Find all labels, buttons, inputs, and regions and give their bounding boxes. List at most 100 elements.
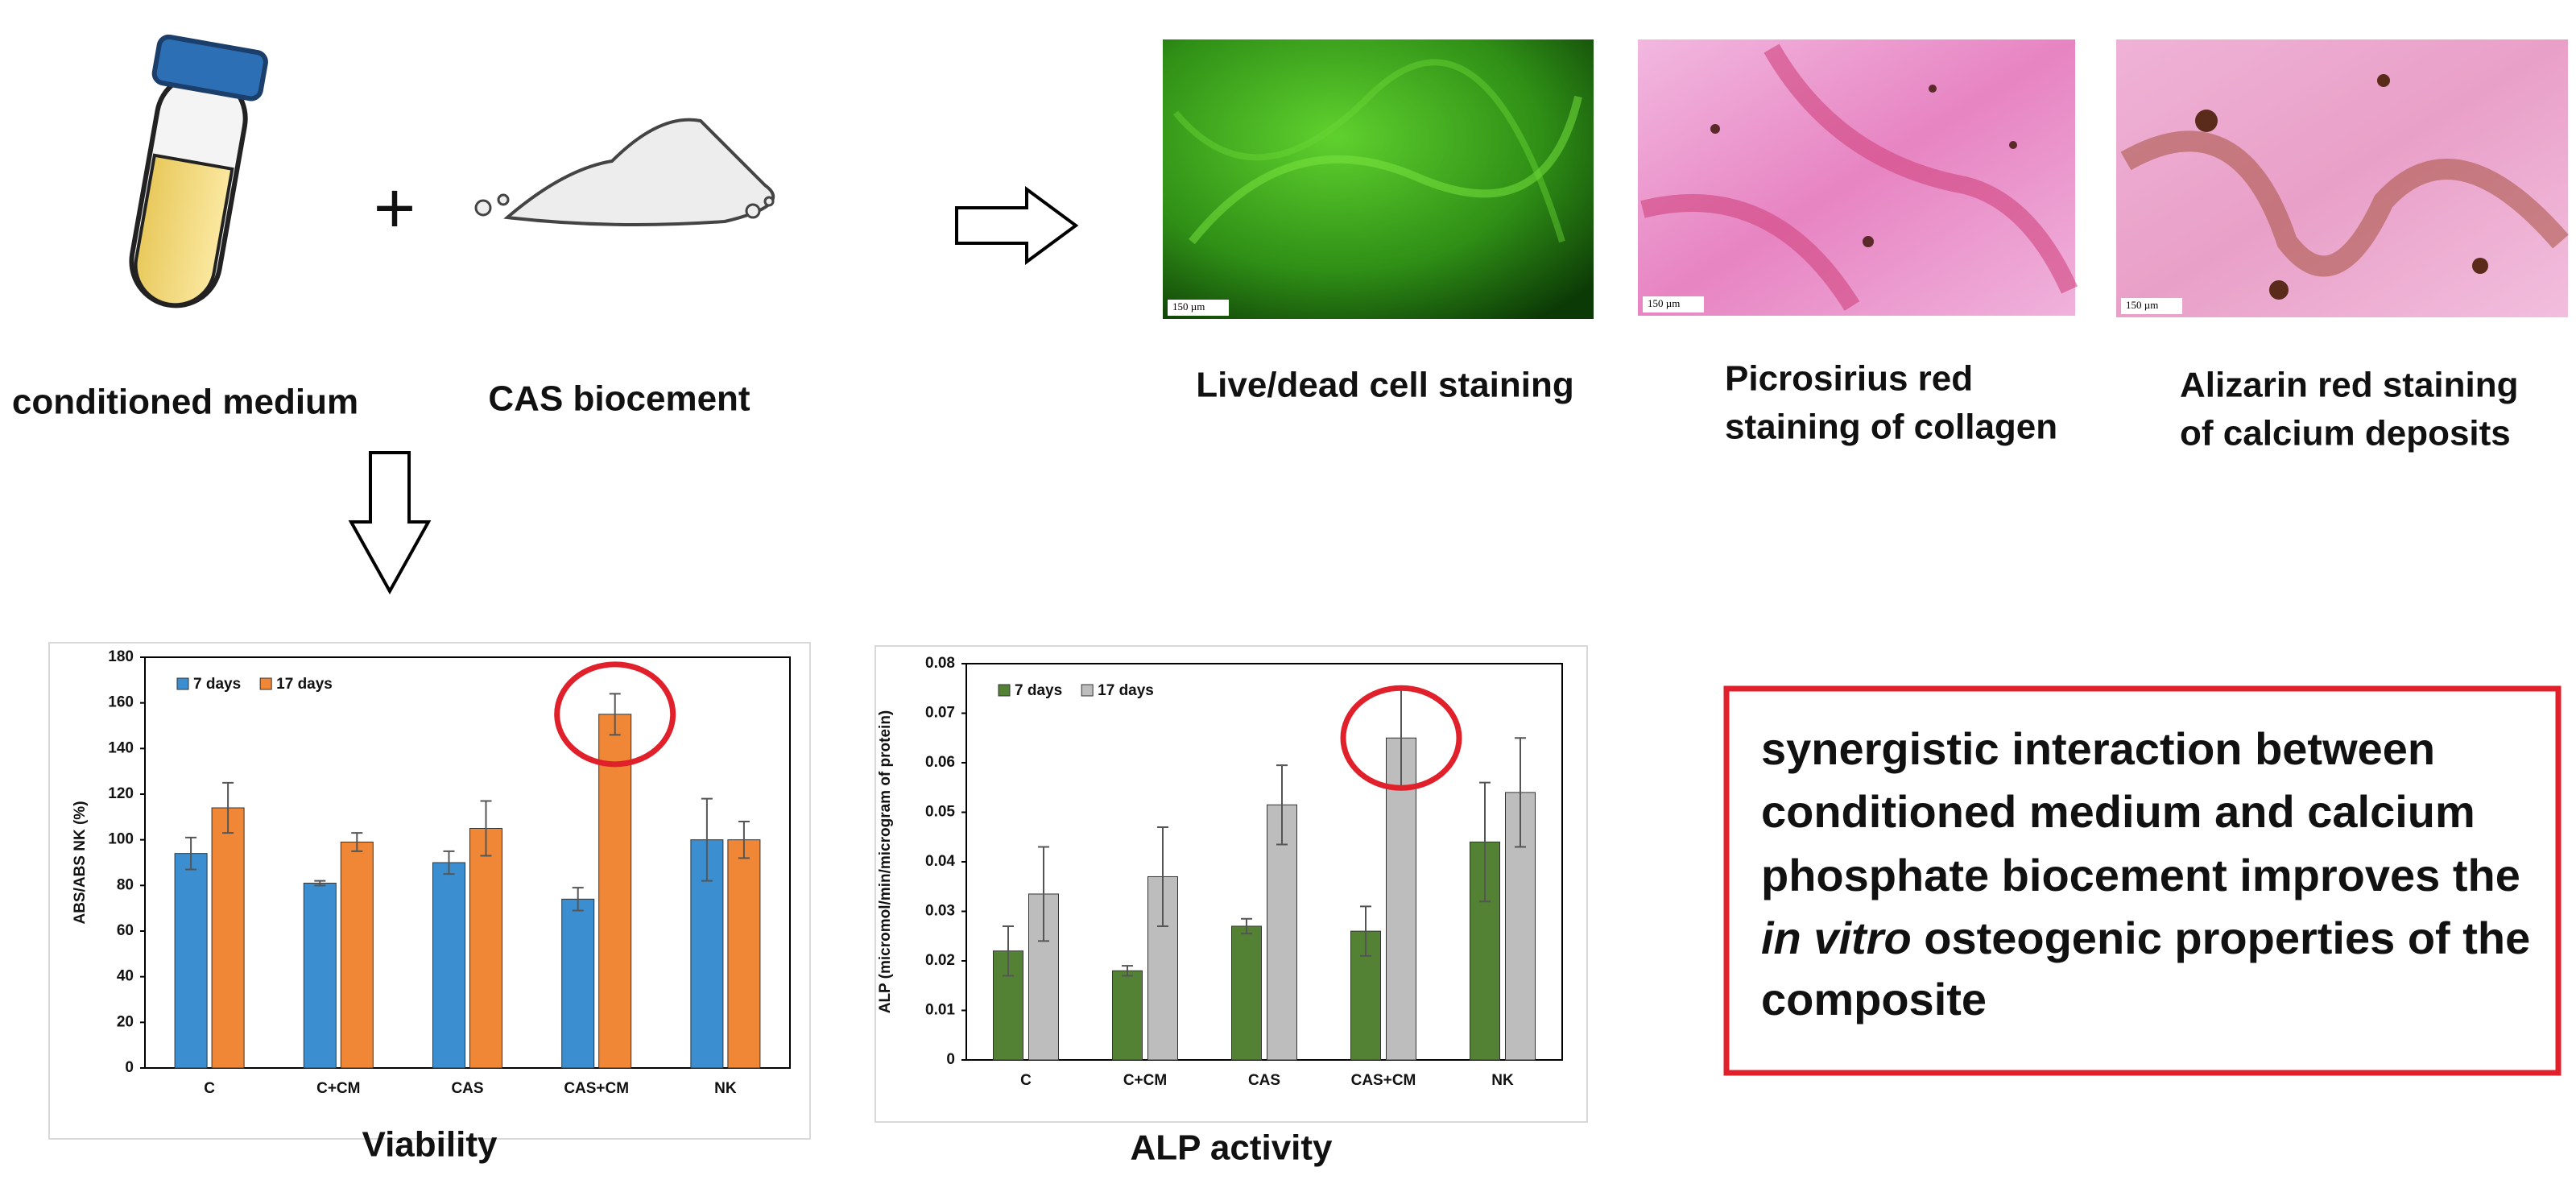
error-bar: [351, 832, 363, 852]
conclusion-line: in vitro osteogenic properties of the: [1761, 913, 2530, 963]
conclusion-line: composite: [1761, 974, 1987, 1024]
highlight-circle: [554, 661, 676, 768]
y-tick-label: 100: [108, 831, 134, 848]
y-axis-label: ALP (micromol/min/microgram of protein): [877, 710, 894, 1014]
bar: [993, 950, 1023, 1061]
bar: [469, 828, 502, 1069]
conclusion-line: conditioned medium and calcium: [1761, 786, 2475, 837]
x-tick-label: CAS: [451, 1080, 483, 1097]
error-bar: [738, 821, 750, 859]
bar: [340, 842, 374, 1069]
input-label: CAS biocement: [488, 379, 750, 419]
conclusion: synergistic interaction between condition…: [1761, 723, 2530, 1024]
y-tick-label: 0.05: [925, 804, 955, 821]
error-bar: [1515, 737, 1526, 848]
y-tick-label: 0.04: [925, 853, 955, 870]
error-bar: [1479, 781, 1491, 903]
legend-label: 7 days: [1015, 682, 1062, 699]
micrograph: [1163, 39, 1594, 319]
image-caption: of calcium deposits: [2180, 414, 2511, 453]
error-bar: [1038, 846, 1049, 942]
legend-swatch: [1081, 684, 1094, 697]
legend-label: 17 days: [276, 676, 333, 693]
y-axis-label: ABS/ABS NK (%): [72, 801, 89, 924]
error-bar: [185, 836, 197, 871]
bar: [1267, 804, 1297, 1061]
error-bar: [1003, 925, 1014, 977]
y-tick-label: 180: [108, 648, 134, 665]
bar: [561, 898, 595, 1069]
y-tick-label: 0.01: [925, 1002, 955, 1019]
error-bar: [1122, 965, 1133, 977]
image-caption: Alizarin red staining: [2180, 366, 2519, 405]
y-tick-label: 120: [108, 785, 134, 802]
arrow-right: [955, 186, 1079, 265]
bar: [174, 853, 208, 1069]
legend-label: 7 days: [193, 676, 241, 693]
italic-text: in vitro: [1761, 913, 1912, 963]
bar: [211, 807, 245, 1069]
y-tick-label: 0.08: [925, 655, 955, 672]
y-tick-label: 0: [125, 1059, 134, 1076]
error-bar: [222, 781, 234, 834]
x-tick-label: NK: [714, 1080, 737, 1097]
y-tick-label: 160: [108, 694, 134, 711]
legend-swatch: [998, 684, 1011, 697]
bar: [1505, 792, 1536, 1061]
powder-pile: [474, 118, 775, 226]
image-caption: Picrosirius red: [1725, 359, 1973, 399]
conclusion-line: phosphate biocement improves the: [1761, 850, 2520, 900]
arrow-down: [348, 451, 432, 595]
bar: [598, 714, 632, 1069]
error-bar: [443, 850, 455, 875]
y-tick-label: 140: [108, 739, 134, 756]
error-bar: [314, 880, 326, 887]
error-bar: [701, 797, 713, 882]
legend-label: 17 days: [1098, 682, 1154, 699]
scale-label: 150 µm: [1172, 300, 1205, 313]
input-label: conditioned medium: [12, 383, 358, 422]
y-tick-label: 80: [117, 876, 134, 893]
test-tube: [129, 34, 268, 308]
y-tick-label: 40: [117, 968, 134, 985]
conclusion-line: synergistic interaction between: [1761, 723, 2435, 774]
y-tick-label: 0.03: [925, 903, 955, 920]
legend-swatch: [259, 677, 272, 690]
error-bar: [1157, 826, 1168, 927]
image-caption: Live/dead cell staining: [1196, 366, 1573, 405]
bar: [1386, 737, 1416, 1061]
x-tick-label: CAS+CM: [564, 1080, 629, 1097]
error-bar: [572, 887, 584, 912]
x-tick-label: C: [1020, 1072, 1032, 1089]
bar: [727, 839, 761, 1069]
y-tick-label: 0.07: [925, 705, 955, 722]
highlight-circle: [1340, 685, 1462, 791]
scale-bar-box: [1168, 300, 1229, 316]
chart-title: Viability: [362, 1125, 498, 1165]
bar: [432, 862, 465, 1069]
image-caption: staining of collagen: [1725, 408, 2057, 447]
bar: [303, 883, 337, 1069]
scale-label: 150 µm: [2126, 299, 2158, 311]
legend-swatch: [176, 677, 189, 690]
plot-area: [144, 656, 791, 1069]
text-run: osteogenic properties of the: [1912, 913, 2531, 963]
y-tick-label: 0.06: [925, 754, 955, 771]
scale-label: 150 µm: [1648, 297, 1680, 309]
chart-title: ALP activity: [1130, 1128, 1333, 1168]
x-tick-label: CAS+CM: [1351, 1072, 1416, 1089]
scale-bar-box: [1643, 296, 1704, 313]
error-bar: [1276, 764, 1288, 846]
bar: [1231, 925, 1262, 1061]
x-tick-label: C: [204, 1080, 215, 1097]
x-tick-label: NK: [1491, 1072, 1514, 1089]
y-tick-label: 20: [117, 1013, 134, 1030]
micrograph: [2116, 39, 2569, 317]
error-bar: [1360, 905, 1371, 957]
plus-sign: +: [374, 168, 416, 249]
conclusion-box: [1723, 685, 2562, 1076]
error-bar: [1241, 917, 1252, 935]
bar: [1112, 970, 1143, 1061]
micrograph: [1638, 39, 2078, 316]
